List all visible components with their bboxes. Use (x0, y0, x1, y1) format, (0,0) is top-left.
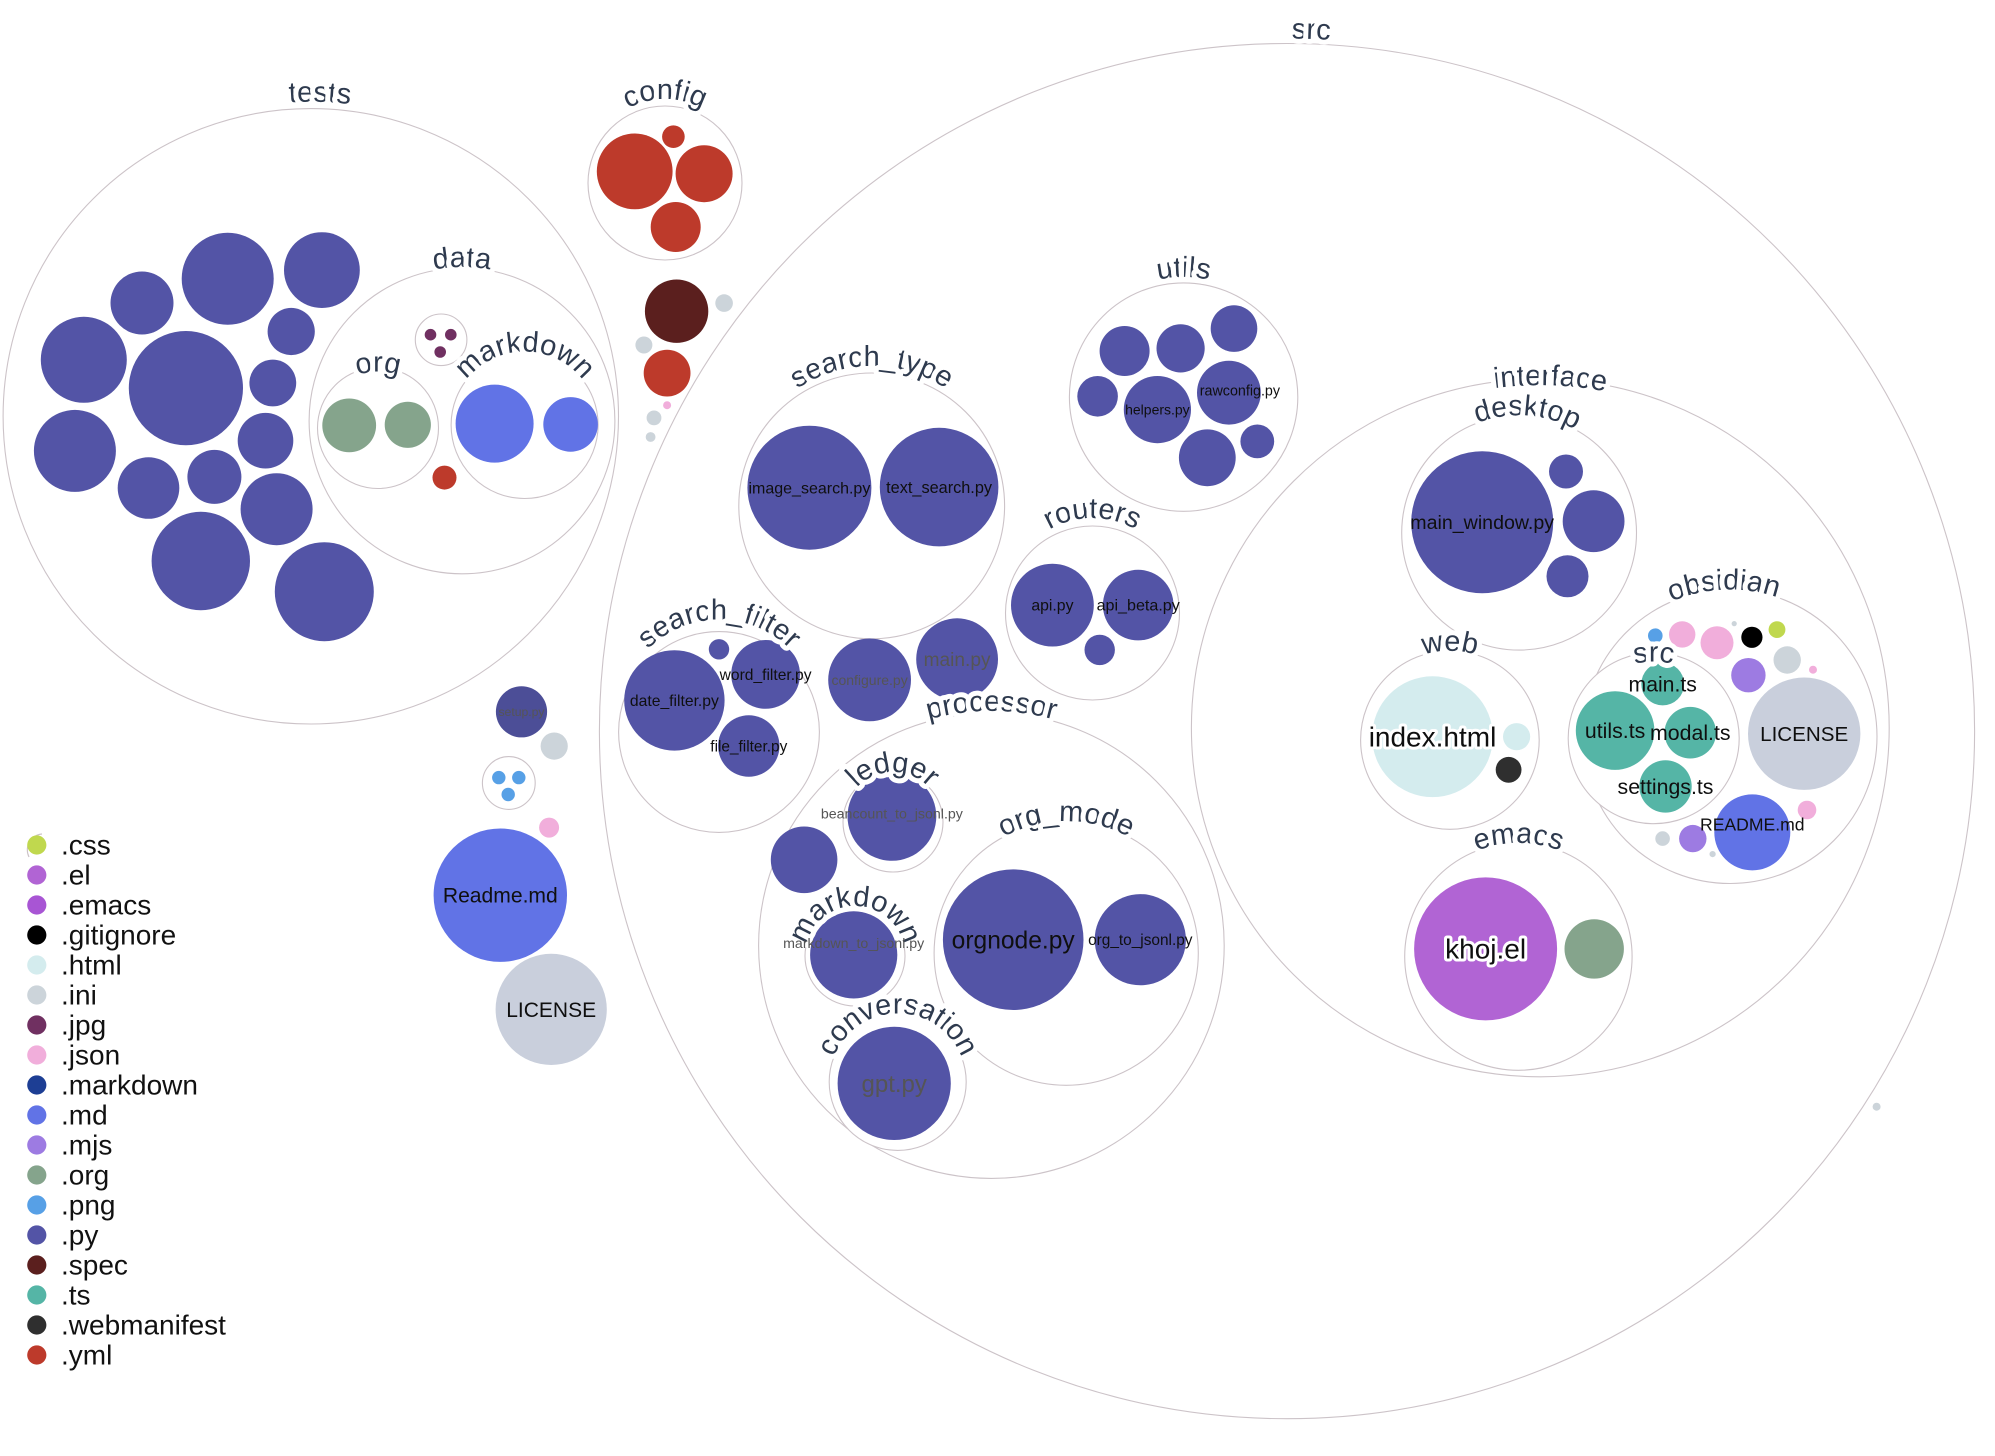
svg-text:.spec: .spec (61, 1250, 128, 1281)
svg-text:.ts: .ts (61, 1280, 91, 1311)
svg-text:tests: tests (288, 77, 353, 112)
svg-text:web: web (1418, 626, 1481, 662)
svg-text:.png: .png (61, 1190, 116, 1221)
svg-text:gpt.py: gpt.py (862, 1071, 927, 1098)
svg-text:.json: .json (61, 1040, 120, 1071)
svg-text:.gitignore: .gitignore (61, 920, 176, 951)
svg-text:markdown_to_jsonl.py: markdown_to_jsonl.py (783, 936, 925, 952)
svg-text:LICENSE: LICENSE (506, 999, 596, 1022)
svg-text:word_filter.py: word_filter.py (719, 667, 812, 684)
svg-text:.webmanifest: .webmanifest (61, 1310, 226, 1341)
svg-text:src: src (1631, 637, 1676, 671)
svg-text:.emacs: .emacs (61, 890, 151, 921)
svg-text:LICENSE: LICENSE (1760, 723, 1848, 746)
svg-text:org: org (352, 347, 404, 382)
svg-text:rawconfig.py: rawconfig.py (1200, 384, 1281, 400)
svg-text:.md: .md (61, 1100, 108, 1131)
svg-text:main.ts: main.ts (1629, 673, 1697, 696)
svg-text:beancount_to_jsonl.py: beancount_to_jsonl.py (821, 806, 964, 822)
svg-text:.org: .org (61, 1160, 109, 1191)
svg-text:image_search.py: image_search.py (748, 480, 870, 497)
svg-text:orgnode.py: orgnode.py (952, 927, 1076, 954)
svg-text:date_filter.py: date_filter.py (630, 693, 719, 710)
svg-text:helpers.py: helpers.py (1125, 402, 1190, 418)
svg-text:api.py: api.py (1031, 598, 1073, 615)
svg-text:.yml: .yml (61, 1340, 112, 1371)
svg-text:.css: .css (61, 830, 111, 861)
svg-text:configure.py: configure.py (831, 672, 907, 688)
svg-text:modal.ts: modal.ts (1650, 721, 1731, 745)
svg-text:.html: .html (61, 950, 122, 981)
svg-text:.ini: .ini (61, 980, 97, 1011)
svg-text:text_search.py: text_search.py (886, 479, 993, 497)
svg-text:api_beta.py: api_beta.py (1097, 597, 1181, 615)
svg-text:data: data (431, 242, 495, 277)
svg-text:utils.ts: utils.ts (1585, 719, 1645, 743)
svg-text:setup.py: setup.py (498, 705, 545, 719)
svg-text:khoj.el: khoj.el (1445, 934, 1526, 965)
svg-text:settings.ts: settings.ts (1618, 775, 1714, 799)
svg-text:.jpg: .jpg (61, 1010, 106, 1041)
svg-text:utils: utils (1154, 252, 1213, 287)
svg-text:README.md: README.md (1700, 815, 1805, 835)
svg-text:main_window.py: main_window.py (1410, 512, 1554, 534)
svg-text:org_to_jsonl.py: org_to_jsonl.py (1088, 932, 1193, 949)
svg-text:index.html: index.html (1369, 722, 1497, 753)
svg-text:Readme.md: Readme.md (443, 885, 558, 908)
svg-text:.markdown: .markdown (61, 1070, 198, 1101)
svg-text:file_filter.py: file_filter.py (710, 738, 787, 755)
svg-text:.el: .el (61, 860, 91, 891)
svg-text:.mjs: .mjs (61, 1130, 112, 1161)
svg-text:main.py: main.py (924, 650, 991, 671)
svg-text:src: src (1291, 13, 1331, 46)
svg-text:.py: .py (61, 1220, 98, 1251)
